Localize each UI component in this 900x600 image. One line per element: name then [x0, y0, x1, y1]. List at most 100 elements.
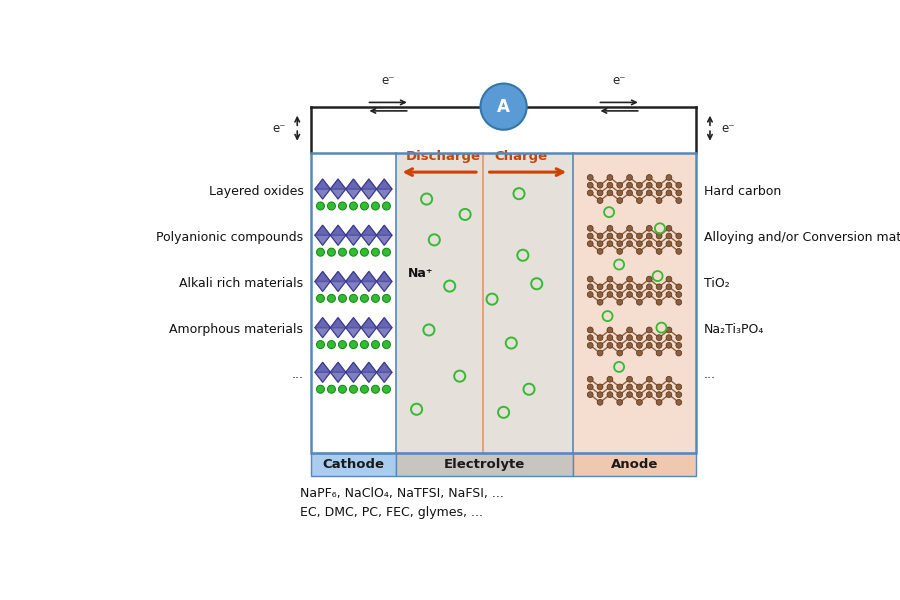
Polygon shape: [315, 328, 330, 338]
Circle shape: [607, 182, 613, 188]
Polygon shape: [315, 225, 330, 235]
Polygon shape: [361, 271, 376, 281]
Circle shape: [676, 248, 681, 254]
Text: e⁻: e⁻: [722, 122, 735, 135]
Circle shape: [676, 292, 681, 298]
Polygon shape: [376, 189, 392, 199]
Circle shape: [636, 384, 643, 390]
Circle shape: [372, 248, 380, 256]
Circle shape: [338, 202, 346, 210]
Bar: [396, 153, 573, 453]
Circle shape: [656, 350, 662, 356]
Circle shape: [646, 392, 652, 398]
Circle shape: [676, 335, 681, 341]
Circle shape: [636, 400, 643, 405]
Polygon shape: [315, 317, 330, 328]
Circle shape: [588, 392, 593, 398]
Circle shape: [607, 276, 613, 282]
Polygon shape: [315, 281, 330, 292]
Circle shape: [616, 292, 623, 298]
Circle shape: [676, 284, 681, 290]
Text: Hard carbon: Hard carbon: [704, 185, 781, 198]
Polygon shape: [376, 281, 392, 292]
Polygon shape: [330, 225, 346, 235]
Circle shape: [666, 384, 672, 390]
Circle shape: [636, 392, 643, 398]
Polygon shape: [330, 328, 346, 338]
Circle shape: [636, 233, 643, 239]
Text: Na₂Ti₃PO₄: Na₂Ti₃PO₄: [704, 323, 764, 337]
Polygon shape: [315, 235, 330, 245]
Circle shape: [360, 295, 368, 302]
Polygon shape: [361, 328, 376, 338]
Circle shape: [597, 392, 603, 398]
Polygon shape: [330, 179, 346, 189]
Circle shape: [607, 327, 613, 333]
Polygon shape: [330, 281, 346, 292]
Circle shape: [607, 384, 613, 390]
Circle shape: [656, 292, 662, 298]
Bar: [311, 453, 396, 476]
Circle shape: [676, 392, 681, 398]
Text: NaPF₆, NaClO₄, NaTFSI, NaFSI, ...: NaPF₆, NaClO₄, NaTFSI, NaFSI, ...: [300, 487, 503, 500]
Circle shape: [588, 335, 593, 341]
Polygon shape: [346, 328, 361, 338]
Text: e⁻: e⁻: [612, 74, 625, 88]
Circle shape: [646, 284, 652, 290]
Circle shape: [349, 248, 357, 256]
Circle shape: [360, 248, 368, 256]
Circle shape: [676, 190, 681, 196]
Circle shape: [616, 350, 623, 356]
Circle shape: [626, 284, 633, 290]
Polygon shape: [376, 317, 392, 328]
Circle shape: [636, 248, 643, 254]
Circle shape: [626, 327, 633, 333]
Polygon shape: [346, 235, 361, 245]
Text: Anode: Anode: [611, 458, 658, 471]
Circle shape: [597, 241, 603, 247]
Circle shape: [666, 190, 672, 196]
Circle shape: [636, 350, 643, 356]
Circle shape: [656, 299, 662, 305]
Circle shape: [636, 182, 643, 188]
Circle shape: [646, 292, 652, 298]
Polygon shape: [376, 362, 392, 372]
Circle shape: [382, 341, 391, 349]
Circle shape: [597, 292, 603, 298]
Circle shape: [360, 341, 368, 349]
Circle shape: [607, 392, 613, 398]
Circle shape: [328, 248, 336, 256]
Circle shape: [616, 299, 623, 305]
Circle shape: [338, 341, 346, 349]
Circle shape: [338, 385, 346, 393]
Circle shape: [666, 327, 672, 333]
Circle shape: [607, 292, 613, 298]
Text: Na⁺: Na⁺: [408, 267, 433, 280]
Circle shape: [338, 295, 346, 302]
Circle shape: [626, 384, 633, 390]
Circle shape: [588, 327, 593, 333]
Circle shape: [656, 400, 662, 405]
Circle shape: [676, 400, 681, 405]
Circle shape: [607, 284, 613, 290]
Polygon shape: [361, 225, 376, 235]
Polygon shape: [376, 225, 392, 235]
Text: A: A: [497, 98, 510, 116]
Circle shape: [616, 233, 623, 239]
Circle shape: [666, 226, 672, 231]
Circle shape: [588, 182, 593, 188]
Circle shape: [616, 392, 623, 398]
Circle shape: [372, 385, 380, 393]
Circle shape: [328, 202, 336, 210]
Text: ...: ...: [292, 368, 303, 381]
Circle shape: [597, 233, 603, 239]
Circle shape: [656, 190, 662, 196]
Circle shape: [382, 295, 391, 302]
Circle shape: [656, 182, 662, 188]
Circle shape: [372, 202, 380, 210]
Circle shape: [317, 385, 325, 393]
Circle shape: [666, 392, 672, 398]
Polygon shape: [346, 281, 361, 292]
Circle shape: [656, 233, 662, 239]
Circle shape: [676, 299, 681, 305]
